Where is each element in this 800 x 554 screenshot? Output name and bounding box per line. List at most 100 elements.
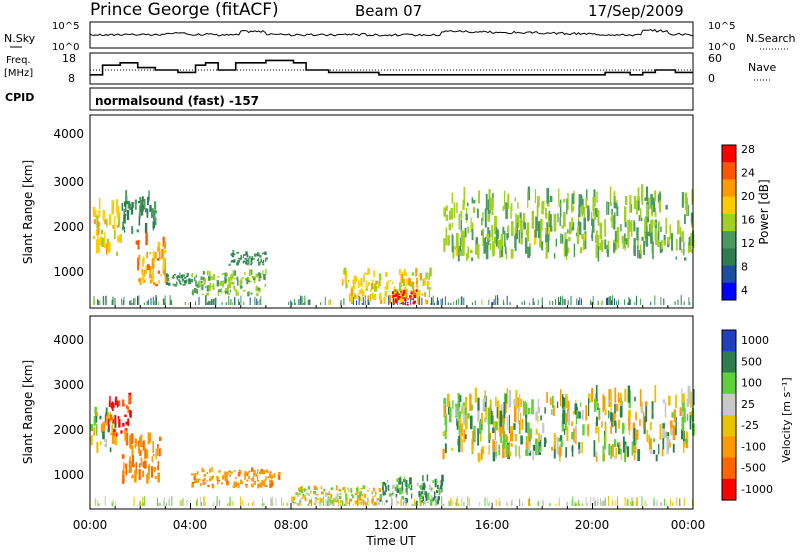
heatmap-cell (192, 289, 194, 296)
heatmap-cell (560, 233, 562, 244)
heatmap-cell (140, 501, 142, 506)
heatmap-cell (444, 429, 447, 440)
heatmap-cell (594, 398, 597, 412)
heatmap-cell (534, 229, 537, 238)
heatmap-cell (492, 439, 495, 447)
heatmap-cell (269, 471, 272, 474)
heatmap-cell (432, 295, 434, 305)
heatmap-cell (304, 494, 306, 499)
heatmap-cell (441, 298, 443, 305)
heatmap-cell (294, 298, 295, 305)
freq-line (90, 59, 693, 76)
heatmap-cell (300, 296, 302, 305)
heatmap-cell (511, 430, 513, 442)
xaxis-label: Time UT (365, 534, 416, 548)
heatmap-cell (514, 226, 518, 239)
heatmap-cell (246, 254, 249, 258)
heatmap-cell (304, 497, 307, 501)
heatmap-cell (514, 404, 517, 423)
heatmap-cell (329, 299, 331, 305)
heatmap-cell (578, 411, 581, 419)
heatmap-cell (537, 299, 539, 305)
heatmap-cell (208, 286, 210, 289)
heatmap-cell (245, 261, 248, 265)
heatmap-cell (217, 289, 220, 296)
heatmap-cell (404, 272, 408, 277)
heatmap-cell (313, 503, 316, 505)
heatmap-cell (172, 275, 174, 279)
heatmap-cell (434, 478, 437, 487)
heatmap-cell (415, 290, 417, 298)
colorbar-swatch (722, 372, 736, 395)
heatmap-cell (113, 429, 116, 432)
heatmap-cell (409, 477, 412, 485)
heatmap-cell (350, 287, 354, 297)
heatmap-cell (422, 482, 426, 491)
heatmap-cell (400, 296, 402, 301)
heatmap-cell (604, 219, 606, 237)
heatmap-cell (411, 503, 413, 506)
heatmap-cell (485, 407, 487, 420)
heatmap-cell (426, 300, 429, 305)
heatmap-cell (228, 503, 230, 506)
heatmap-cell (627, 499, 629, 506)
heatmap-cell (163, 241, 166, 249)
heatmap-cell (484, 417, 487, 423)
velocity-colorbar-tick: 100 (741, 377, 762, 390)
heatmap-cell (242, 255, 244, 258)
heatmap-cell (99, 300, 101, 305)
heatmap-cell (267, 476, 270, 479)
heatmap-cell (401, 288, 403, 292)
heatmap-cell (109, 447, 112, 452)
heatmap-cell (349, 498, 351, 506)
heatmap-cell (511, 499, 513, 506)
heatmap-cell (661, 247, 663, 252)
heatmap-cell (140, 208, 143, 216)
heatmap-cell (262, 497, 263, 506)
heatmap-cell (676, 497, 678, 506)
heatmap-cell (237, 257, 241, 260)
heatmap-cell (683, 407, 686, 423)
heatmap-cell (320, 302, 322, 305)
heatmap-cell (636, 227, 639, 241)
heatmap-cell (391, 492, 393, 495)
heatmap-cell (291, 496, 294, 502)
heatmap-cell (166, 273, 168, 278)
heatmap-cell (226, 478, 228, 481)
heatmap-cell (265, 485, 268, 487)
heatmap-cell (668, 395, 671, 406)
heatmap-cell (582, 239, 585, 251)
heatmap-cell (136, 229, 140, 233)
heatmap-cell (98, 503, 100, 506)
heatmap-cell (644, 197, 647, 201)
heatmap-cell (580, 298, 582, 305)
heatmap-cell (510, 501, 512, 506)
heatmap-cell (604, 421, 607, 429)
heatmap-cell (424, 491, 427, 495)
heatmap-cell (225, 302, 227, 305)
heatmap-cell (588, 398, 590, 416)
heatmap-cell (688, 242, 690, 254)
heatmap-cell (539, 229, 542, 248)
heatmap-cell (179, 272, 181, 275)
heatmap-cell (207, 485, 210, 487)
heatmap-cell (360, 490, 362, 496)
heatmap-cell (484, 209, 487, 228)
heatmap-cell (538, 433, 541, 442)
heatmap-cell (257, 300, 259, 305)
heatmap-cell (345, 493, 348, 498)
heatmap-cell (576, 229, 580, 243)
heatmap-cell (319, 501, 321, 506)
heatmap-cell (445, 227, 448, 246)
heatmap-cell (382, 485, 384, 491)
power-colorbar-tick: 12 (741, 237, 755, 250)
heatmap-cell (668, 442, 672, 448)
heatmap-cell (221, 302, 223, 305)
heatmap-cell (230, 273, 234, 280)
heatmap-cell (598, 416, 601, 421)
heatmap-cell (390, 279, 392, 282)
velocity-colorbar-tick: 500 (741, 355, 762, 368)
heatmap-cell (672, 425, 676, 440)
heatmap-cell (654, 295, 656, 305)
